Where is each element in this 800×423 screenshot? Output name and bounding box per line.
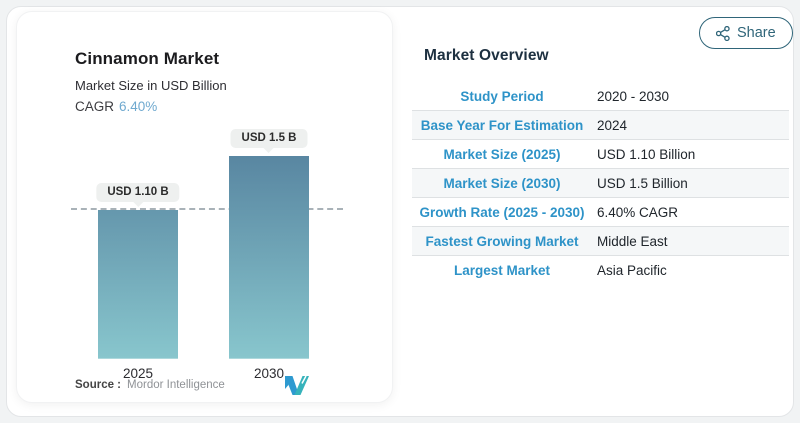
chart-title: Cinnamon Market: [75, 49, 220, 68]
bar-2030: USD 1.5 B: [229, 129, 309, 359]
cagr-label: CAGR: [75, 99, 115, 114]
row-label: Base Year For Estimation: [420, 117, 584, 133]
reference-line: [71, 208, 343, 211]
table-row: Market Size (2030) USD 1.5 Billion: [412, 169, 789, 198]
table-row: Largest Market Asia Pacific: [412, 256, 789, 285]
cagr-value: 6.40%: [119, 99, 158, 114]
source-row: Source : Mordor Intelligence: [75, 379, 225, 391]
table-row: Study Period 2020 - 2030: [412, 82, 789, 111]
mordor-intelligence-logo-icon: [285, 376, 309, 395]
bar-chart: USD 1.10 B 2025 USD 1.5 B 2030: [71, 129, 343, 381]
bar-value-label-2025: USD 1.10 B: [96, 183, 180, 203]
bar-value-label-2030: USD 1.5 B: [230, 129, 308, 149]
row-value: Asia Pacific: [597, 263, 667, 278]
row-label: Market Size (2025): [443, 146, 561, 162]
share-button-label: Share: [737, 25, 776, 41]
overview-title: Market Overview: [424, 47, 549, 64]
x-axis-label-2025: 2025: [122, 366, 154, 381]
row-value: 6.40% CAGR: [597, 204, 679, 220]
row-label: Growth Rate (2025 - 2030): [419, 204, 585, 220]
row-value: USD 1.5 Billion: [597, 175, 688, 191]
row-label: Largest Market: [453, 263, 551, 278]
chart-card: Cinnamon Market Market Size in USD Billi…: [16, 11, 393, 403]
cagr-line: CAGR 6.40%: [75, 99, 157, 114]
share-button[interactable]: Share: [699, 17, 793, 49]
row-label: Fastest Growing Market: [425, 233, 579, 249]
row-value: Middle East: [597, 233, 668, 249]
source-label: Source :: [75, 379, 122, 391]
row-label: Market Size (2030): [443, 175, 561, 191]
overview-table: Study Period 2020 - 2030 Base Year For E…: [412, 82, 789, 285]
table-row: Fastest Growing Market Middle East: [412, 227, 789, 256]
row-value: 2024: [597, 117, 628, 133]
share-icon: [716, 25, 730, 41]
table-row: Growth Rate (2025 - 2030) 6.40% CAGR: [412, 198, 789, 227]
row-value: USD 1.10 Billion: [597, 146, 696, 162]
chart-subtitle: Market Size in USD Billion: [75, 78, 227, 93]
source-value: Mordor Intelligence: [127, 379, 225, 391]
x-axis-label-2030: 2030: [253, 366, 285, 381]
row-label: Study Period: [460, 88, 544, 104]
table-row: Base Year For Estimation 2024: [412, 111, 789, 140]
row-value: 2020 - 2030: [597, 88, 670, 104]
bar-group-2030: USD 1.5 B 2030: [229, 129, 309, 381]
table-row: Market Size (2025) USD 1.10 Billion: [412, 140, 789, 169]
bar-group-2025: USD 1.10 B 2025: [96, 136, 180, 381]
bar-2025: USD 1.10 B: [96, 183, 180, 359]
